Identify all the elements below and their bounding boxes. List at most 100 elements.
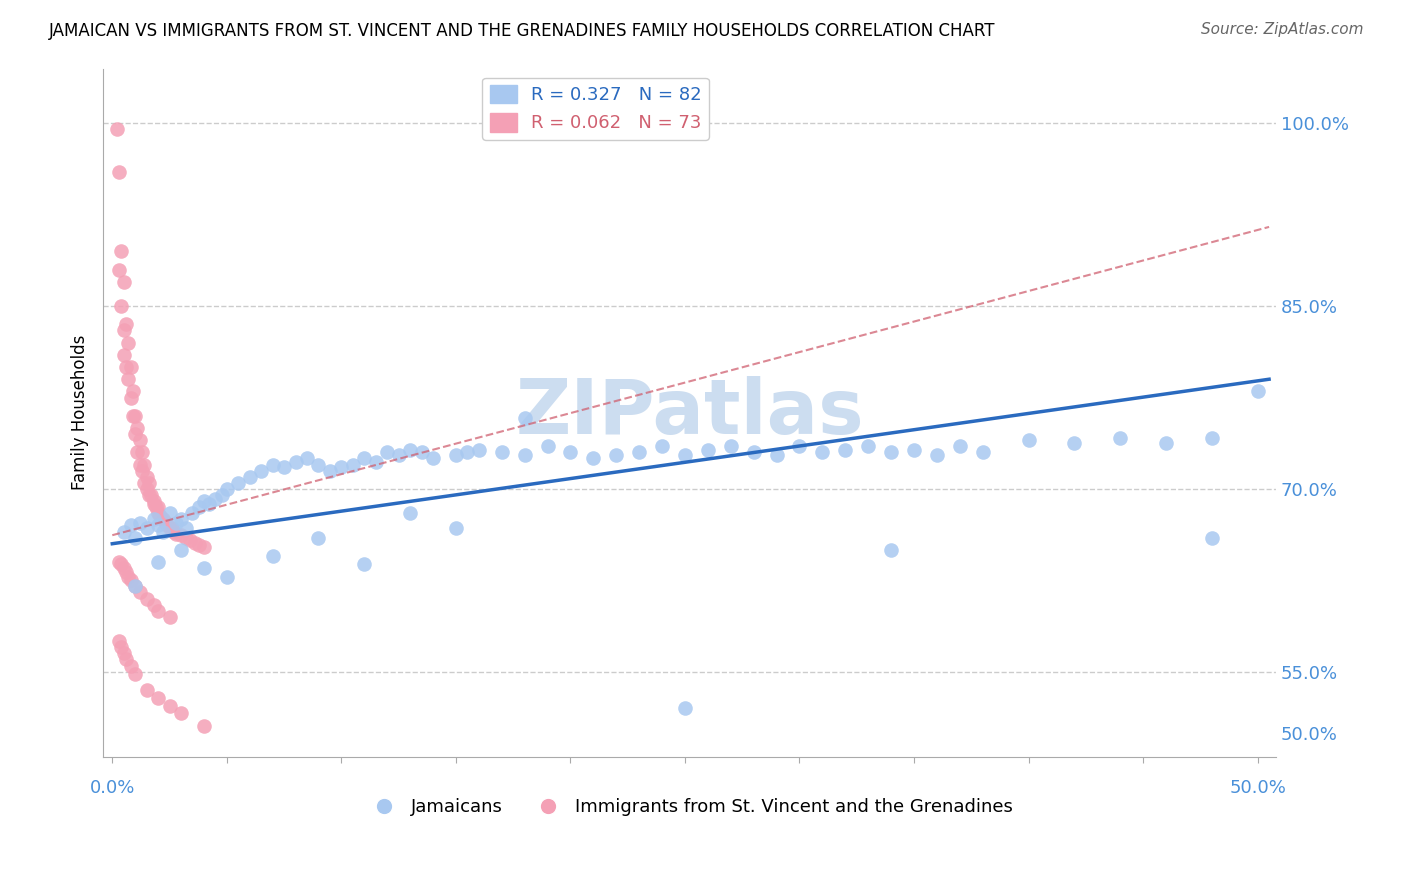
Point xyxy=(159,506,181,520)
Point xyxy=(353,451,375,466)
Point xyxy=(181,506,204,520)
Point xyxy=(491,445,513,459)
Point xyxy=(135,682,157,697)
Point xyxy=(122,409,145,423)
Point xyxy=(152,524,174,539)
Point xyxy=(142,496,165,510)
Point xyxy=(262,458,284,472)
Point xyxy=(742,445,765,459)
Point xyxy=(179,533,201,547)
Point xyxy=(134,458,156,472)
Point xyxy=(115,318,138,332)
Point xyxy=(117,335,139,350)
Point xyxy=(170,542,193,557)
Point xyxy=(353,558,375,572)
Text: 50.0%: 50.0% xyxy=(1229,779,1286,797)
Point xyxy=(108,634,131,648)
Point xyxy=(193,719,215,733)
Point xyxy=(142,598,165,612)
Point xyxy=(1201,531,1223,545)
Point xyxy=(880,445,903,459)
Point xyxy=(135,469,157,483)
Point xyxy=(1109,431,1132,445)
Point xyxy=(152,512,174,526)
Text: Source: ZipAtlas.com: Source: ZipAtlas.com xyxy=(1201,22,1364,37)
Point xyxy=(146,604,169,618)
Point xyxy=(204,491,226,506)
Point xyxy=(124,579,146,593)
Point xyxy=(146,691,169,706)
Point xyxy=(174,531,197,545)
Point xyxy=(444,521,467,535)
Point xyxy=(117,569,139,583)
Point xyxy=(120,518,142,533)
Point xyxy=(124,427,146,442)
Point xyxy=(1201,431,1223,445)
Point xyxy=(170,528,193,542)
Point xyxy=(128,433,150,447)
Point xyxy=(880,542,903,557)
Point xyxy=(146,518,169,533)
Point xyxy=(468,442,491,457)
Point xyxy=(117,372,139,386)
Point xyxy=(156,518,179,533)
Point xyxy=(112,561,135,575)
Text: ZIPatlas: ZIPatlas xyxy=(515,376,863,450)
Point xyxy=(170,512,193,526)
Point xyxy=(197,496,219,510)
Point xyxy=(120,658,142,673)
Point xyxy=(239,469,262,483)
Point xyxy=(120,359,142,374)
Point xyxy=(170,706,193,720)
Point xyxy=(115,359,138,374)
Point xyxy=(972,445,994,459)
Point xyxy=(131,445,153,459)
Point xyxy=(138,488,160,502)
Point xyxy=(115,565,138,579)
Point xyxy=(112,348,135,362)
Point xyxy=(138,475,160,490)
Point xyxy=(949,439,972,453)
Point xyxy=(188,538,211,552)
Point xyxy=(184,535,207,549)
Point xyxy=(388,448,411,462)
Point xyxy=(284,455,307,469)
Point xyxy=(513,448,536,462)
Point xyxy=(250,464,273,478)
Point xyxy=(444,448,467,462)
Point xyxy=(273,459,295,474)
Point xyxy=(120,391,142,405)
Point xyxy=(124,409,146,423)
Point xyxy=(513,411,536,425)
Point xyxy=(112,524,135,539)
Point xyxy=(789,439,811,453)
Point xyxy=(110,640,132,655)
Point xyxy=(105,122,128,136)
Point xyxy=(319,464,342,478)
Point xyxy=(696,442,718,457)
Point xyxy=(159,521,181,535)
Point xyxy=(112,646,135,660)
Point xyxy=(108,555,131,569)
Point xyxy=(399,442,422,457)
Point xyxy=(262,549,284,563)
Point xyxy=(628,445,651,459)
Point xyxy=(128,585,150,599)
Point xyxy=(215,482,238,496)
Point xyxy=(811,445,834,459)
Point xyxy=(120,574,142,588)
Point xyxy=(560,445,582,459)
Text: JAMAICAN VS IMMIGRANTS FROM ST. VINCENT AND THE GRENADINES FAMILY HOUSEHOLDS COR: JAMAICAN VS IMMIGRANTS FROM ST. VINCENT … xyxy=(49,22,995,40)
Point xyxy=(456,445,478,459)
Point xyxy=(673,701,696,715)
Point xyxy=(149,508,172,523)
Point xyxy=(1246,384,1268,399)
Point xyxy=(651,439,673,453)
Point xyxy=(108,165,131,179)
Point xyxy=(124,579,146,593)
Point xyxy=(135,482,157,496)
Point xyxy=(112,324,135,338)
Point xyxy=(124,531,146,545)
Point xyxy=(163,524,186,539)
Point xyxy=(925,448,948,462)
